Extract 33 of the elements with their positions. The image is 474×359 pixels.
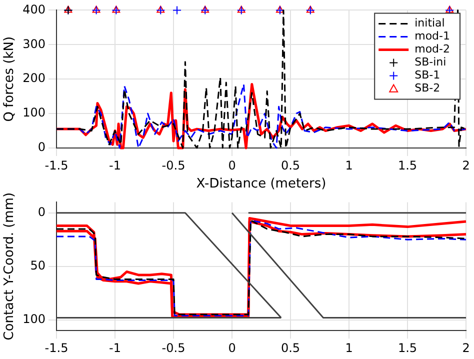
x-tick-label: -1 [109,340,121,355]
legend-label: initial [414,16,445,30]
y-tick-label: 200 [22,71,46,86]
legend-label: SB-2 [414,82,440,95]
y-axis-title: Q forces (kN) [2,36,18,122]
x-tick-label: 0.5 [280,158,300,172]
y-tick-label: 100 [22,106,46,120]
y-tick-label: 50 [30,258,46,273]
legend-label: mod-1 [414,30,450,43]
y-axis-title: Contact Y-Coord. (mm) [2,192,18,340]
x-tick-label: 2 [462,158,470,172]
y-tick-label: 0 [38,140,46,154]
y-tick-label: 0 [38,205,46,220]
x-tick-label: 1.5 [398,340,418,355]
x-tick-label: 0 [228,158,236,172]
x-tick-label: 1.5 [398,158,418,172]
legend-label: mod-2 [414,42,450,56]
x-tick-label: 1 [345,158,353,172]
x-axis-title: X-Distance (meters) [196,176,326,192]
y-tick-label: 100 [22,312,46,326]
x-tick-label: 0.5 [280,340,300,355]
x-tick-label: 0 [228,340,236,355]
y-tick-label: 400 [22,2,46,16]
x-tick-label: 2 [462,340,470,355]
x-tick-label: 1 [345,340,353,355]
x-tick-label: -0.5 [162,340,186,355]
x-tick-label: -1.5 [44,158,68,172]
y-tick-label: 300 [22,36,46,51]
legend-label: SB-ini [414,56,446,69]
x-tick-label: -1.5 [44,340,68,355]
x-tick-label: -0.5 [162,158,186,172]
x-tick-label: -1 [109,158,121,172]
legend-label: SB-1 [414,68,440,82]
